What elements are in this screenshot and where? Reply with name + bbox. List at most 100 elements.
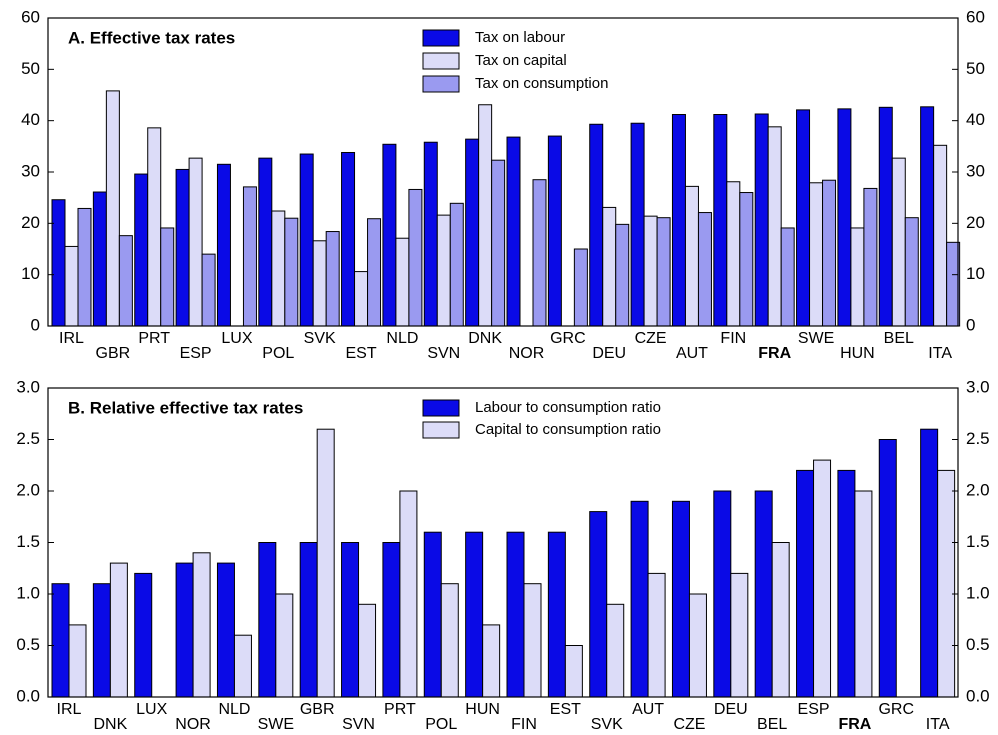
bar bbox=[767, 126, 782, 327]
bar bbox=[92, 583, 111, 698]
bar bbox=[688, 593, 707, 698]
bar bbox=[201, 253, 216, 327]
chart-title: A. Effective tax rates bbox=[68, 28, 235, 47]
bar bbox=[878, 439, 897, 698]
bar bbox=[602, 206, 617, 327]
bar bbox=[367, 218, 382, 327]
x-tick-label: SWE bbox=[798, 330, 834, 347]
y2-tick-label: 2.5 bbox=[966, 429, 990, 448]
chart-title: B. Relative effective tax rates bbox=[68, 398, 303, 417]
y2-tick-label: 1.0 bbox=[966, 583, 990, 602]
bar bbox=[465, 531, 484, 698]
y-tick-label: 50 bbox=[21, 59, 40, 78]
x-tick-label: GRC bbox=[550, 330, 586, 347]
x-tick-label: IRL bbox=[57, 701, 82, 718]
y2-tick-label: 0.0 bbox=[966, 686, 990, 705]
x-tick-label: DEU bbox=[714, 701, 748, 718]
x-tick-label: EST bbox=[345, 345, 376, 362]
x-tick-label: FIN bbox=[720, 330, 746, 347]
bar bbox=[482, 624, 501, 698]
x-tick-label: HUN bbox=[840, 345, 875, 362]
x-tick-label: SWE bbox=[258, 716, 294, 733]
legend-swatch bbox=[422, 75, 460, 93]
legend-label: Tax on labour bbox=[475, 29, 565, 46]
bar bbox=[730, 572, 749, 698]
bar bbox=[647, 572, 666, 698]
bar bbox=[188, 157, 203, 327]
bar bbox=[233, 634, 252, 698]
bar bbox=[284, 217, 299, 327]
bar bbox=[299, 153, 314, 327]
x-tick-label: POL bbox=[425, 716, 457, 733]
bar bbox=[850, 227, 865, 327]
bar bbox=[242, 186, 257, 327]
bar bbox=[68, 624, 87, 698]
bar bbox=[312, 240, 327, 327]
x-tick-label: FRA bbox=[758, 345, 791, 362]
bar bbox=[656, 217, 671, 327]
x-tick-label: NLD bbox=[218, 701, 250, 718]
x-tick-label: BEL bbox=[757, 716, 787, 733]
bar bbox=[358, 603, 377, 698]
bar bbox=[697, 212, 712, 327]
bar bbox=[796, 109, 811, 327]
legend-swatch bbox=[422, 29, 460, 47]
bar bbox=[478, 104, 493, 327]
bar bbox=[891, 157, 906, 327]
x-tick-label: AUT bbox=[632, 701, 664, 718]
bar bbox=[564, 645, 583, 698]
bar bbox=[837, 469, 856, 698]
y2-tick-label: 50 bbox=[966, 59, 985, 78]
bar bbox=[713, 490, 732, 698]
x-tick-label: FRA bbox=[838, 716, 871, 733]
y2-tick-label: 1.5 bbox=[966, 532, 990, 551]
bar bbox=[754, 490, 773, 698]
bar bbox=[325, 231, 340, 327]
y-tick-label: 40 bbox=[21, 110, 40, 129]
bar bbox=[630, 500, 649, 698]
x-tick-label: SVN bbox=[427, 345, 460, 362]
y2-tick-label: 60 bbox=[966, 7, 985, 26]
bar bbox=[754, 113, 769, 327]
bar bbox=[436, 214, 451, 327]
x-tick-label: SVN bbox=[342, 716, 375, 733]
bar bbox=[780, 227, 795, 327]
y2-tick-label: 2.0 bbox=[966, 480, 990, 499]
bar bbox=[134, 173, 149, 327]
bar bbox=[51, 583, 70, 698]
legend-label: Capital to consumption ratio bbox=[475, 421, 661, 438]
bar bbox=[341, 542, 360, 698]
bar bbox=[92, 191, 107, 327]
bar bbox=[118, 235, 133, 327]
bar bbox=[216, 562, 235, 698]
bar bbox=[491, 159, 506, 327]
bar bbox=[920, 428, 939, 698]
bar bbox=[904, 217, 919, 327]
bar bbox=[606, 603, 625, 698]
bar bbox=[408, 188, 423, 327]
bar bbox=[160, 227, 175, 327]
y-tick-label: 30 bbox=[21, 161, 40, 180]
legend-swatch bbox=[422, 421, 460, 439]
y2-tick-label: 10 bbox=[966, 264, 985, 283]
bar bbox=[713, 114, 728, 327]
y-tick-label: 0.5 bbox=[16, 635, 40, 654]
x-tick-label: SVK bbox=[591, 716, 623, 733]
x-tick-label: ESP bbox=[798, 701, 830, 718]
legend-swatch bbox=[422, 52, 460, 70]
y-tick-label: 1.5 bbox=[16, 532, 40, 551]
x-tick-label: LUX bbox=[221, 330, 252, 347]
x-tick-label: HUN bbox=[465, 701, 500, 718]
x-tick-label: EST bbox=[550, 701, 581, 718]
bar bbox=[449, 202, 464, 327]
x-tick-label: GBR bbox=[96, 345, 131, 362]
bar bbox=[573, 248, 588, 327]
bar bbox=[796, 469, 815, 698]
x-tick-label: DNK bbox=[468, 330, 502, 347]
x-tick-label: NLD bbox=[386, 330, 418, 347]
x-tick-label: NOR bbox=[175, 716, 211, 733]
bar bbox=[589, 511, 608, 698]
bar bbox=[354, 271, 369, 327]
bar bbox=[465, 138, 480, 327]
bar bbox=[547, 531, 566, 698]
